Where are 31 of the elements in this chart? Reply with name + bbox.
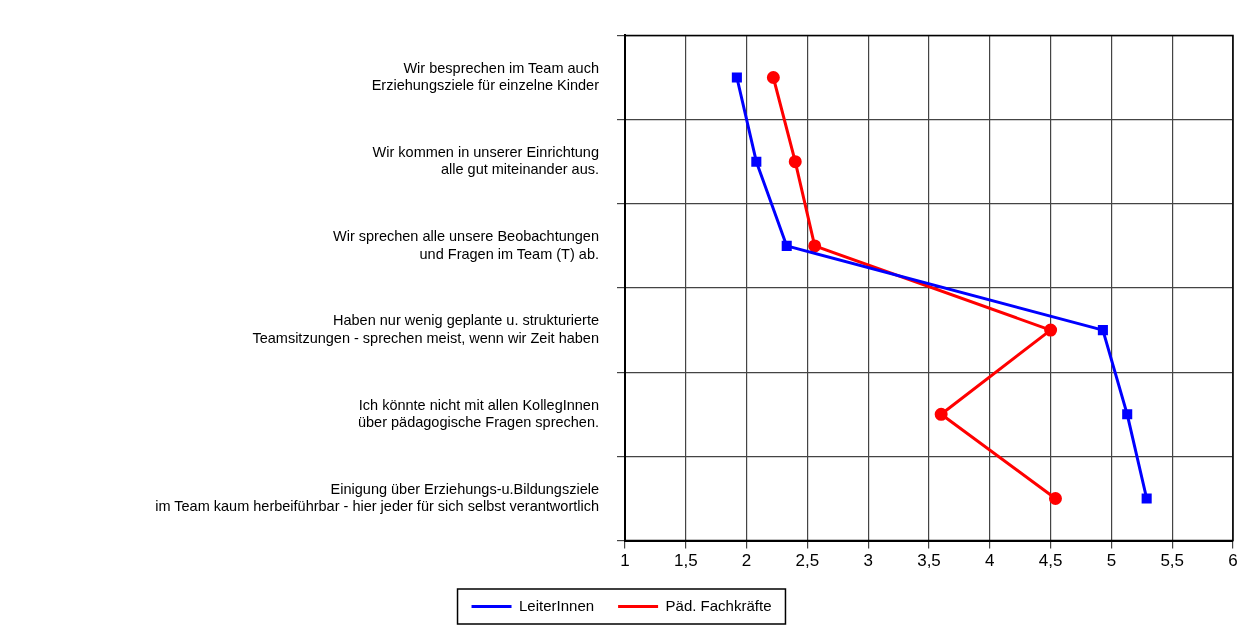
x-tick-label: 3 [863,551,873,571]
x-tick-label: 1 [620,551,630,571]
point [1141,493,1152,504]
x-tick-label: 2,5 [795,551,820,571]
legend-label: Päd. Fachkräfte [665,596,772,614]
point [1048,492,1062,505]
x-tick-label: 6 [1228,551,1238,571]
x-tick-label: 4,5 [1038,551,1063,571]
y-tick-label: Wir besprechen im Team auch Erziehungsziele für einzelne Kinder [371,59,600,94]
y-tick-label: Wir sprechen alle unsere Beobachtungen und Fragen im Team (T) ab. [333,228,599,262]
point [1097,325,1108,336]
x-tick-label: 5,5 [1160,551,1185,571]
point [1122,409,1133,420]
point [1044,323,1058,337]
x-tick-label: 4 [985,551,995,571]
point [766,71,780,84]
x-tick-label: 3,5 [917,551,941,571]
x-tick-label: 1,5 [673,551,698,571]
y-tick-label: Haben nur wenig geplante u. strukturierte Teamsitzungen - sprechen meist, wenn wir Zeit haben [252,312,599,346]
point [781,240,792,251]
x-tick-label: 2 [741,551,752,571]
x-tick-label: 5 [1106,551,1117,571]
y-tick-label: Wir kommen in unserer Einrichtung alle gut miteinander aus. [372,144,599,178]
legend-label: LeiterInnen [519,596,595,614]
y-tick-label: Ich könnte nicht mit allen KollegInnen über pädagogische Fragen sprechen. [357,396,599,430]
point [751,156,762,167]
point [808,239,822,253]
y-tick-label: Einigung über Erziehungs-u.Bildungsziele im Team kaum herbeiführbar - hier jeder für sich selbst verantwortlich [155,480,599,515]
point [731,72,742,83]
point [788,155,802,169]
point [934,407,948,421]
